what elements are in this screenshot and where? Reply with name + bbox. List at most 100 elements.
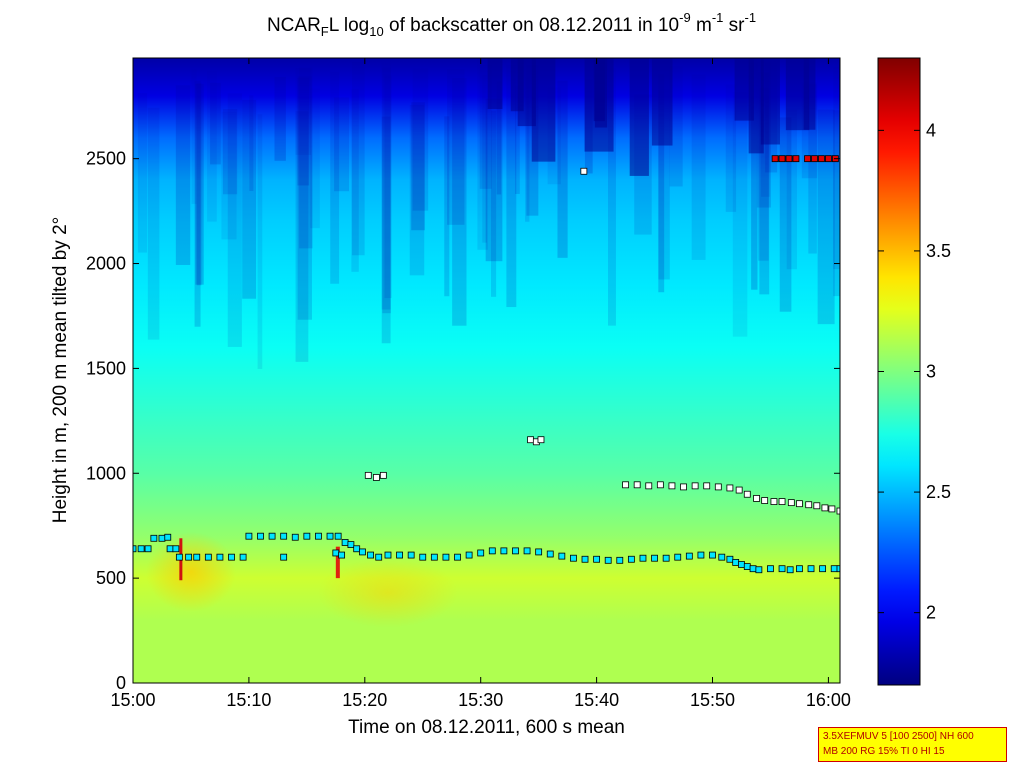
data-point-cyan <box>384 551 392 559</box>
data-point-cyan <box>193 553 201 561</box>
x-tick-label: 15:10 <box>226 690 271 710</box>
data-point-cyan <box>627 555 635 563</box>
texture-streak <box>334 97 350 192</box>
data-point-white <box>787 499 795 507</box>
texture-streak <box>384 75 392 299</box>
data-point-red <box>825 155 832 163</box>
texture-streak <box>242 99 257 299</box>
data-point-cyan <box>303 532 311 540</box>
texture-dark-plume <box>629 58 649 176</box>
warm-glow <box>145 531 236 612</box>
texture-streak <box>833 110 840 297</box>
y-axis-label: Height in m, 200 m mean tilted by 2° <box>50 216 71 524</box>
data-point-cyan <box>836 565 840 573</box>
texture-streak <box>297 76 312 320</box>
data-point-cyan <box>150 534 158 542</box>
data-point-cyan <box>375 553 383 561</box>
data-point-cyan <box>245 532 253 540</box>
data-point-white <box>821 504 829 512</box>
data-point-cyan <box>347 541 355 548</box>
texture-streak <box>491 110 497 297</box>
texture-streak <box>222 109 238 195</box>
data-point-cyan <box>639 554 647 562</box>
texture-streak <box>525 77 530 222</box>
data-point-cyan <box>239 553 247 561</box>
data-point-white <box>796 500 803 508</box>
data-point-cyan <box>786 566 794 574</box>
texture-streak <box>751 58 758 290</box>
colorbar-tick-label: 2.5 <box>926 482 951 502</box>
texture-streak <box>779 117 792 312</box>
data-point-cyan <box>338 551 346 559</box>
data-point-white <box>580 167 588 175</box>
texture-streak <box>352 61 365 256</box>
y-tick-label: 0 <box>116 673 126 693</box>
processing-parameters-note: 3.5XEFMUV 5 [100 2500] NH 600 MB 200 RG … <box>818 727 1007 762</box>
data-point-cyan <box>367 551 374 559</box>
texture-streak <box>732 92 748 337</box>
data-point-cyan <box>216 553 224 561</box>
texture-streak <box>297 77 310 186</box>
texture-streak <box>310 88 320 229</box>
texture-streak <box>758 72 769 261</box>
texture-streak <box>506 65 517 308</box>
data-point-white <box>743 490 751 498</box>
texture-streak <box>137 93 147 253</box>
data-point-cyan <box>738 561 745 568</box>
data-point-cyan <box>830 565 838 573</box>
data-point-cyan <box>570 554 577 562</box>
texture-streak <box>759 87 770 295</box>
data-point-cyan <box>743 563 751 570</box>
texture-streak <box>669 66 683 187</box>
data-point-white <box>379 471 387 479</box>
data-point-cyan <box>726 555 734 563</box>
texture-streak <box>477 58 488 250</box>
data-point-cyan <box>546 550 554 558</box>
data-point-white <box>714 483 722 491</box>
data-point-cyan <box>204 553 212 561</box>
x-tick-label: 16:00 <box>806 690 851 710</box>
chart-title: NCARFL log10 of backscatter on 08.12.201… <box>266 10 757 39</box>
data-point-red <box>818 155 825 163</box>
data-point-cyan <box>315 532 322 540</box>
data-point-cyan <box>535 548 543 556</box>
texture-dark-plume <box>760 58 780 145</box>
warm-glow <box>317 557 458 628</box>
data-point-cyan <box>749 565 757 573</box>
texture-streak <box>485 98 503 262</box>
data-point-cyan <box>291 533 299 541</box>
texture-dark-plume <box>748 58 764 154</box>
texture-streak <box>658 89 670 280</box>
data-point-cyan <box>185 553 193 561</box>
data-point-white <box>527 436 534 444</box>
texture-streak <box>381 62 391 310</box>
data-point-cyan <box>326 532 334 540</box>
texture-dark-plume <box>517 58 536 127</box>
data-point-cyan <box>334 532 342 540</box>
texture-streak <box>808 84 817 254</box>
texture-streak <box>608 68 616 326</box>
data-point-white <box>770 498 778 505</box>
data-point-cyan <box>616 556 624 564</box>
y-tick-label: 500 <box>96 568 126 588</box>
data-point-cyan <box>523 547 531 555</box>
data-point-cyan <box>796 565 803 573</box>
texture-streak <box>175 85 191 265</box>
texture-streak <box>817 109 835 325</box>
data-point-cyan <box>430 553 438 561</box>
texture-streak <box>447 69 465 225</box>
data-point-cyan <box>593 555 601 563</box>
texture-streak <box>452 78 467 326</box>
data-point-cyan <box>133 545 137 553</box>
data-point-cyan <box>257 532 264 540</box>
data-point-cyan <box>685 552 693 560</box>
data-point-cyan <box>778 565 786 573</box>
x-axis-ticks: 15:00 15:10 15:20 15:30 15:40 15:50 16:00 <box>110 58 851 710</box>
texture-streak <box>381 116 391 344</box>
x-tick-label: 15:30 <box>458 690 503 710</box>
heatmap-background <box>133 58 840 683</box>
data-point-cyan <box>454 553 461 561</box>
texture-streak <box>196 82 202 286</box>
data-point-cyan <box>767 565 774 573</box>
colorbar-tick-label: 3.5 <box>926 241 951 261</box>
